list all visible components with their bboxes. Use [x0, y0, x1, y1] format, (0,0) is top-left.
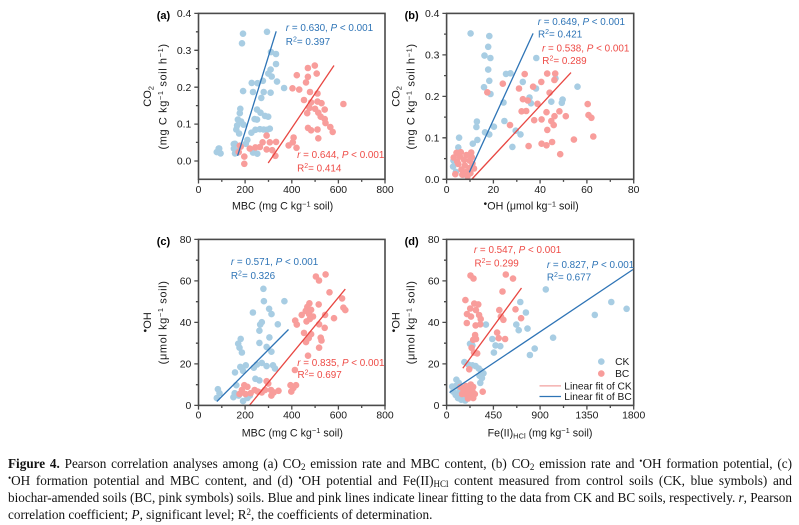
svg-text:r = 0.630, P < 0.001: r = 0.630, P < 0.001: [286, 23, 374, 34]
svg-text:R2= 0.414: R2= 0.414: [297, 163, 342, 174]
svg-text:MBC (mg C kg−1 soil): MBC (mg C kg−1 soil): [242, 426, 343, 439]
svg-text:0.4: 0.4: [425, 9, 440, 20]
svg-text:0: 0: [196, 185, 202, 196]
svg-text:●OH (μmol kg−1 soil): ●OH (μmol kg−1 soil): [483, 199, 578, 212]
svg-text:0: 0: [444, 185, 450, 196]
svg-text:40: 40: [180, 318, 192, 329]
svg-text:0.3: 0.3: [425, 51, 440, 62]
svg-text:800: 800: [376, 185, 394, 196]
svg-text:80: 80: [428, 235, 440, 246]
svg-text:(d): (d): [405, 236, 419, 248]
svg-text:0: 0: [196, 411, 202, 422]
svg-text:40: 40: [428, 318, 440, 329]
svg-text:(b): (b): [405, 10, 419, 22]
svg-text:R2= 0.299: R2= 0.299: [475, 258, 520, 269]
svg-text:R2= 0.289: R2= 0.289: [542, 56, 587, 67]
svg-text:CO2: CO2: [390, 86, 403, 107]
svg-text:1350: 1350: [575, 411, 598, 422]
svg-text:450: 450: [485, 411, 503, 422]
svg-text:(mg C kg−1 soil h−1): (mg C kg−1 soil h−1): [404, 43, 417, 149]
svg-text:r = 0.547, P < 0.001: r = 0.547, P < 0.001: [474, 245, 562, 256]
svg-text:800: 800: [376, 411, 394, 422]
svg-text:1800: 1800: [622, 411, 645, 422]
svg-text:0.2: 0.2: [177, 83, 192, 94]
svg-text:600: 600: [330, 411, 348, 422]
svg-text:(μmol kg−1 soil): (μmol kg−1 soil): [156, 281, 169, 365]
svg-text:80: 80: [180, 235, 192, 246]
svg-text:20: 20: [180, 360, 192, 371]
svg-text:400: 400: [283, 185, 301, 196]
svg-text:60: 60: [180, 277, 192, 288]
svg-text:400: 400: [283, 411, 301, 422]
svg-text:0.4: 0.4: [177, 9, 192, 20]
svg-text:R2= 0.697: R2= 0.697: [298, 370, 342, 381]
svg-text:600: 600: [330, 185, 348, 196]
svg-text:r = 0.571, P < 0.001: r = 0.571, P < 0.001: [231, 257, 319, 268]
svg-text:CO2: CO2: [142, 86, 155, 107]
svg-text:r = 0.538, P < 0.001: r = 0.538, P < 0.001: [542, 44, 630, 55]
svg-text:Fe(II)HCl (mg kg−1 soil): Fe(II)HCl (mg kg−1 soil): [488, 426, 593, 441]
svg-text:CK: CK: [615, 357, 629, 368]
svg-text:R2= 0.326: R2= 0.326: [231, 271, 276, 282]
svg-text:200: 200: [236, 185, 254, 196]
svg-text:R2= 0.677: R2= 0.677: [547, 272, 591, 283]
svg-text:R2= 0.421: R2= 0.421: [538, 29, 583, 40]
svg-text:●OH: ●OH: [390, 312, 402, 332]
svg-text:20: 20: [488, 185, 500, 196]
svg-text:40: 40: [534, 185, 546, 196]
svg-text:Linear fit of BC: Linear fit of BC: [564, 392, 631, 403]
svg-text:(mg C kg−1 soil h−1): (mg C kg−1 soil h−1): [156, 43, 169, 149]
svg-text:0.3: 0.3: [177, 46, 192, 57]
svg-text:0.1: 0.1: [177, 120, 192, 131]
svg-text:200: 200: [236, 411, 254, 422]
svg-text:0: 0: [444, 411, 450, 422]
svg-text:0.0: 0.0: [177, 157, 192, 168]
svg-text:0: 0: [186, 401, 192, 412]
svg-text:●OH: ●OH: [142, 312, 154, 332]
svg-text:r = 0.644, P < 0.001: r = 0.644, P < 0.001: [297, 150, 385, 161]
svg-text:20: 20: [428, 360, 440, 371]
svg-text:r = 0.649, P < 0.001: r = 0.649, P < 0.001: [538, 17, 626, 28]
svg-text:0.1: 0.1: [425, 133, 440, 144]
svg-text:Linear fit of CK: Linear fit of CK: [564, 382, 632, 393]
svg-text:r = 0.835, P < 0.001: r = 0.835, P < 0.001: [297, 358, 385, 369]
svg-text:900: 900: [531, 411, 549, 422]
svg-text:r = 0.827, P < 0.001: r = 0.827, P < 0.001: [547, 260, 635, 271]
svg-text:MBC (mg C kg−1 soil): MBC (mg C kg−1 soil): [232, 199, 333, 212]
svg-text:BC: BC: [615, 369, 629, 380]
svg-text:(a): (a): [157, 10, 171, 22]
svg-text:80: 80: [628, 185, 640, 196]
svg-text:R2= 0.397: R2= 0.397: [286, 37, 330, 48]
svg-text:0.0: 0.0: [425, 175, 440, 186]
svg-text:(μmol kg−1 soil): (μmol kg−1 soil): [404, 281, 417, 365]
svg-text:60: 60: [581, 185, 593, 196]
svg-text:0.2: 0.2: [425, 92, 440, 103]
svg-text:(c): (c): [157, 236, 171, 248]
svg-text:60: 60: [428, 277, 440, 288]
svg-text:0: 0: [434, 401, 440, 412]
